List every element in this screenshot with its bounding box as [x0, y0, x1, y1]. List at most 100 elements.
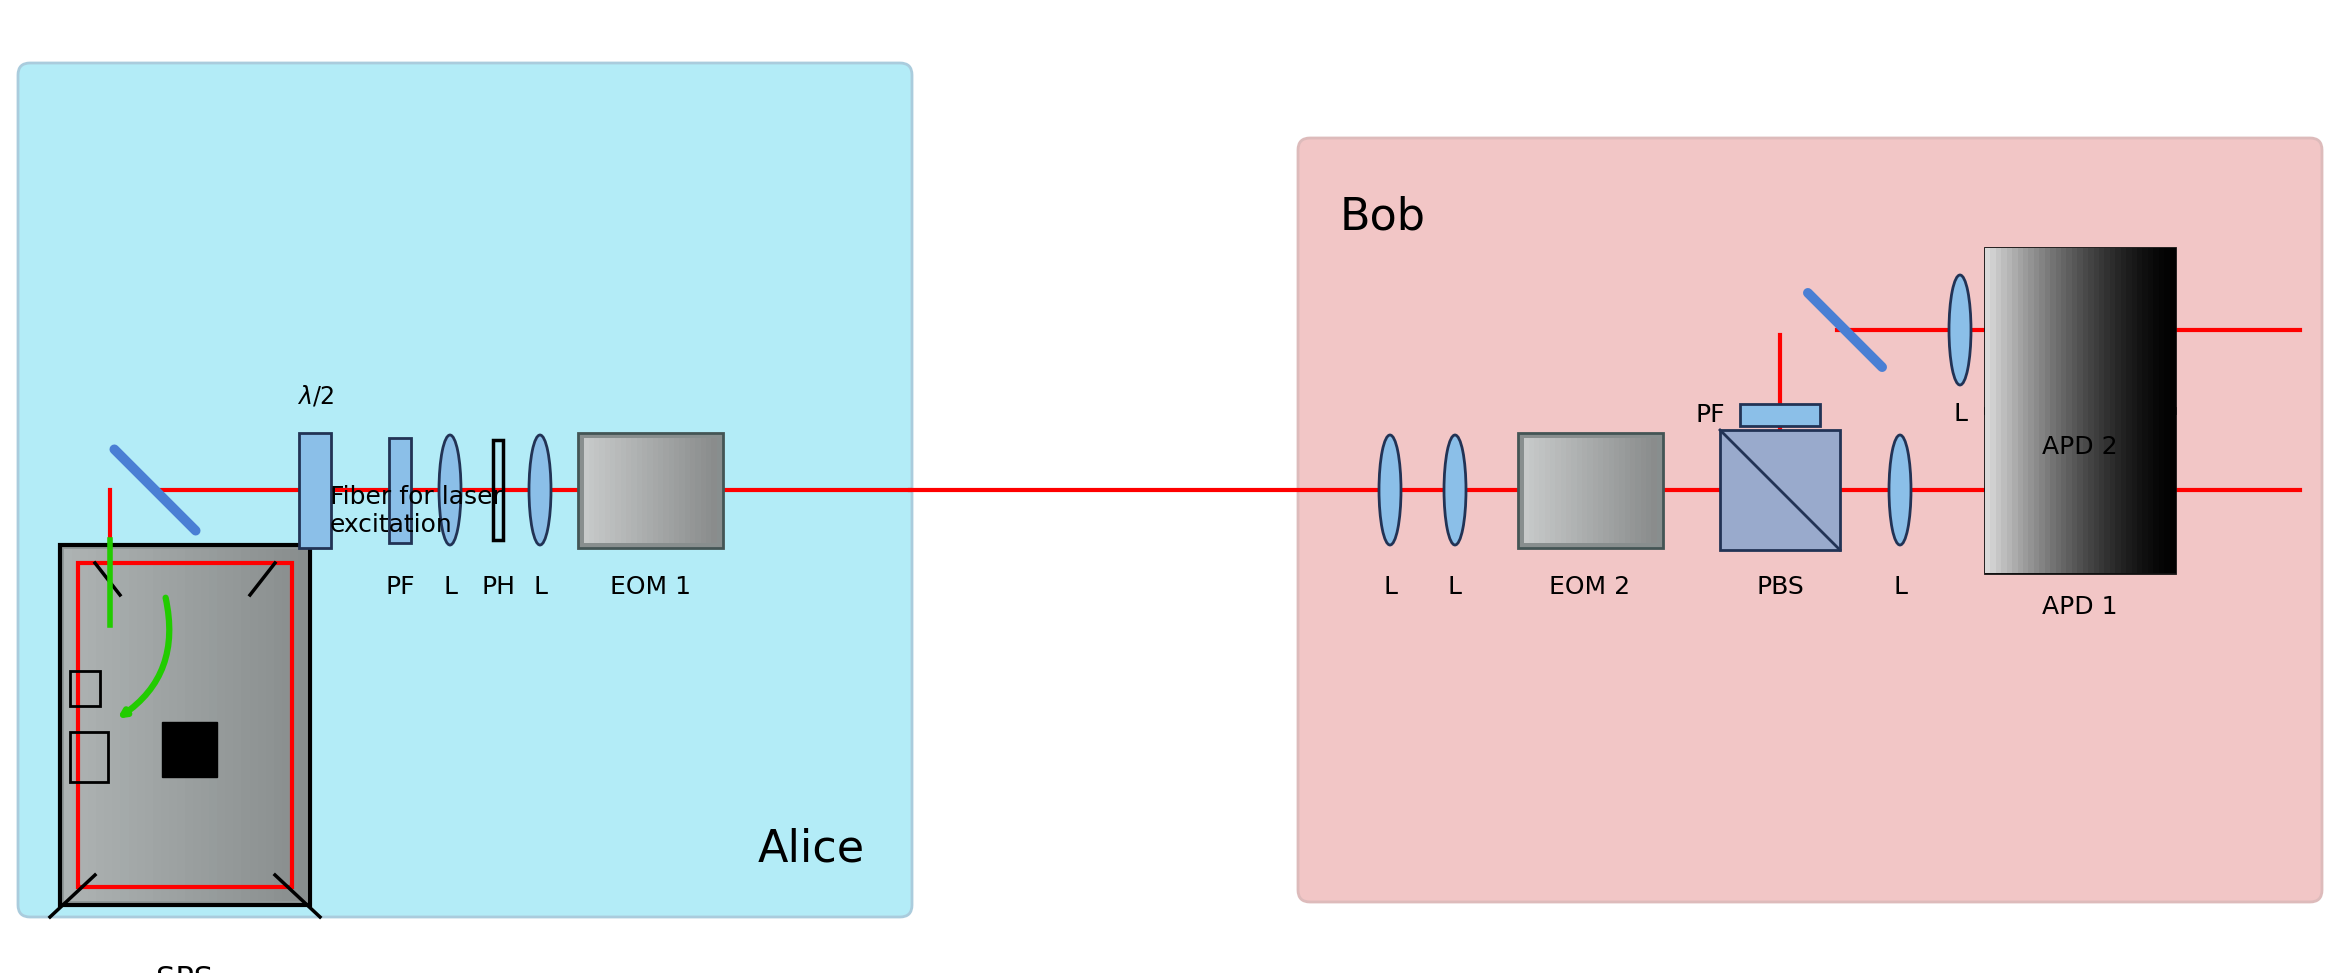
Text: PF: PF — [1696, 403, 1724, 427]
Bar — [241, 549, 251, 901]
Bar — [89, 549, 96, 901]
Bar — [621, 438, 626, 543]
Text: L: L — [1382, 575, 1396, 599]
Text: L: L — [443, 575, 457, 599]
Bar — [630, 438, 637, 543]
Bar — [2125, 247, 2132, 413]
Bar — [2013, 247, 2020, 413]
Bar — [218, 549, 225, 901]
Bar — [2158, 247, 2165, 413]
Bar — [2034, 408, 2041, 572]
Ellipse shape — [1380, 435, 1401, 545]
Text: L: L — [532, 575, 546, 599]
Bar — [1645, 438, 1652, 543]
Bar — [2088, 408, 2095, 572]
Bar — [1996, 408, 2003, 572]
Bar — [2149, 408, 2153, 572]
Bar — [1652, 438, 1657, 543]
Bar — [1985, 247, 2174, 413]
Bar — [1741, 404, 1821, 426]
Bar — [70, 733, 108, 782]
Bar — [2067, 247, 2074, 413]
Bar — [637, 438, 642, 543]
Bar — [2071, 247, 2078, 413]
Bar — [679, 438, 684, 543]
Ellipse shape — [438, 435, 462, 545]
Bar — [2083, 247, 2090, 413]
Bar — [626, 438, 633, 543]
Bar — [2017, 408, 2024, 572]
Text: APD 2: APD 2 — [2043, 435, 2118, 459]
Bar — [696, 438, 701, 543]
Bar — [112, 549, 122, 901]
Bar — [1560, 438, 1567, 543]
Bar — [2006, 408, 2013, 572]
Bar — [2029, 247, 2034, 413]
Bar — [2109, 408, 2116, 572]
Bar — [185, 549, 194, 901]
Bar — [2153, 408, 2160, 572]
Text: EOM 1: EOM 1 — [609, 575, 691, 599]
Bar — [1556, 438, 1560, 543]
Bar — [201, 549, 211, 901]
Bar — [2001, 408, 2008, 572]
Bar — [1577, 438, 1582, 543]
Text: SPS: SPS — [157, 965, 213, 973]
Bar — [2165, 408, 2170, 572]
Bar — [2099, 408, 2106, 572]
Bar — [1593, 438, 1598, 543]
Text: PH: PH — [480, 575, 515, 599]
Bar — [2120, 247, 2127, 413]
Bar — [1523, 438, 1530, 543]
Bar — [2158, 408, 2165, 572]
Bar — [2083, 408, 2090, 572]
Bar — [1996, 247, 2003, 413]
Bar — [616, 438, 621, 543]
Ellipse shape — [1949, 275, 1970, 385]
Bar — [225, 549, 234, 901]
Bar — [654, 438, 658, 543]
Bar — [63, 549, 73, 901]
Bar — [2153, 247, 2160, 413]
Bar — [1544, 438, 1551, 543]
Bar — [2067, 408, 2074, 572]
Bar — [129, 549, 138, 901]
Bar — [609, 438, 616, 543]
Bar — [2132, 408, 2139, 572]
Text: $\lambda$/2: $\lambda$/2 — [298, 383, 333, 408]
Bar — [1539, 438, 1546, 543]
Bar — [1985, 408, 1992, 572]
Bar — [689, 438, 696, 543]
Bar — [80, 549, 89, 901]
Bar — [2170, 408, 2177, 572]
Bar — [2038, 408, 2045, 572]
Bar — [663, 438, 670, 543]
Bar — [2001, 247, 2008, 413]
Bar — [2062, 247, 2067, 413]
Bar — [2104, 247, 2111, 413]
Bar — [2137, 408, 2144, 572]
Bar — [1565, 438, 1572, 543]
Bar — [1610, 438, 1614, 543]
Bar — [178, 549, 185, 901]
Bar — [705, 438, 712, 543]
Bar — [675, 438, 679, 543]
Bar — [576, 433, 722, 548]
Bar — [145, 549, 152, 901]
Bar — [1551, 438, 1556, 543]
Bar — [2095, 247, 2099, 413]
Text: PF: PF — [384, 575, 415, 599]
Bar — [1518, 433, 1664, 548]
Bar — [2062, 408, 2067, 572]
Bar — [2078, 408, 2083, 572]
Bar — [2142, 408, 2149, 572]
Bar — [2116, 408, 2123, 572]
Bar — [2149, 247, 2153, 413]
Bar — [70, 671, 101, 706]
Text: Fiber for laser
excitation: Fiber for laser excitation — [330, 485, 504, 537]
Bar — [77, 563, 293, 887]
Bar — [668, 438, 675, 543]
Bar — [1720, 430, 1839, 550]
FancyBboxPatch shape — [19, 63, 911, 917]
Bar — [258, 549, 267, 901]
